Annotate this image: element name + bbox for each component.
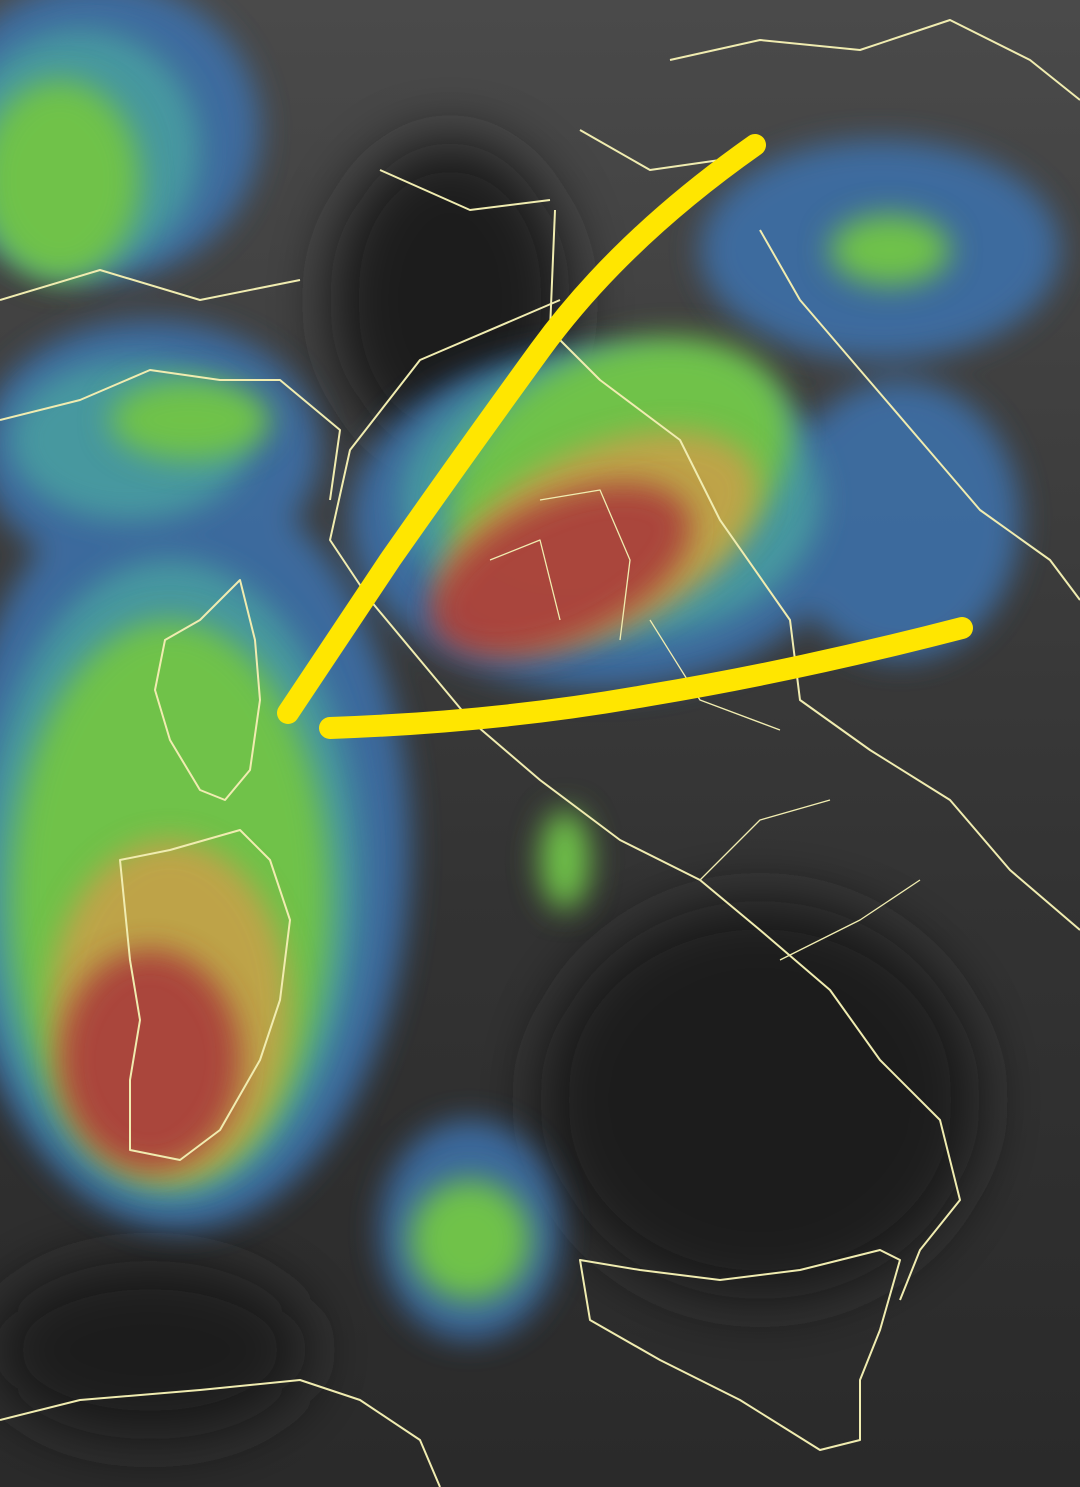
adriatic-east-coast	[759, 229, 1080, 601]
france-coastline	[0, 369, 341, 501]
sardinia-coastline	[119, 829, 291, 1161]
cloud-coldest-layer	[60, 483, 691, 1170]
italy-coastline	[329, 209, 1080, 1301]
alps-borders	[0, 19, 1080, 301]
annotation-line-north	[277, 134, 766, 724]
africa-coastline	[0, 1379, 441, 1487]
corsica-coastline	[154, 579, 261, 801]
borders	[0, 19, 1080, 1487]
sicily-coastline	[579, 1249, 901, 1451]
annotation-line-east	[319, 617, 973, 739]
annotation-lines	[277, 134, 973, 739]
internal-borders	[489, 489, 921, 961]
